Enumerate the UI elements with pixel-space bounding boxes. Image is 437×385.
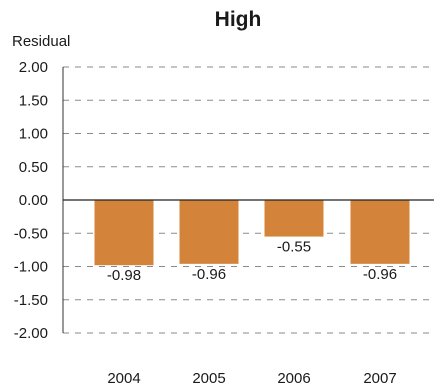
x-tick-label: 2005 [192,370,225,385]
x-tick-label: 2006 [277,370,310,385]
x-tick-label: 2004 [107,370,140,385]
x-tick-label: 2007 [363,370,396,385]
bars [94,200,410,266]
y-tick-label: 2.00 [19,59,48,76]
y-tick-label: -1.50 [14,292,48,309]
bar [264,200,324,237]
bar [94,200,154,266]
y-tick-label: 1.00 [19,126,48,143]
y-tick-label: -0.50 [14,225,48,242]
y-axis-label: Residual [12,33,70,50]
chart-title: High [215,8,262,31]
data-label: -0.55 [277,239,311,256]
x-tick-labels: 2004 2005 2006 2007 [107,370,396,385]
data-labels: -0.98 -0.96 -0.55 -0.96 [107,239,397,285]
data-label: -0.98 [107,267,141,284]
data-label: -0.96 [363,266,397,283]
y-tick-label: -2.00 [14,325,48,342]
y-tick-label: 0.00 [19,192,48,209]
y-tick-labels: 2.00 1.50 1.00 0.50 0.00 -0.50 -1.00 -1.50 -2.00 [14,59,48,342]
data-label: -0.96 [192,266,226,283]
y-tick-label: 1.50 [19,92,48,109]
bar [350,200,410,264]
y-tick-label: -1.00 [14,259,48,276]
y-tick-label: 0.50 [19,159,48,176]
gridlines [63,66,434,334]
bar [179,200,239,264]
